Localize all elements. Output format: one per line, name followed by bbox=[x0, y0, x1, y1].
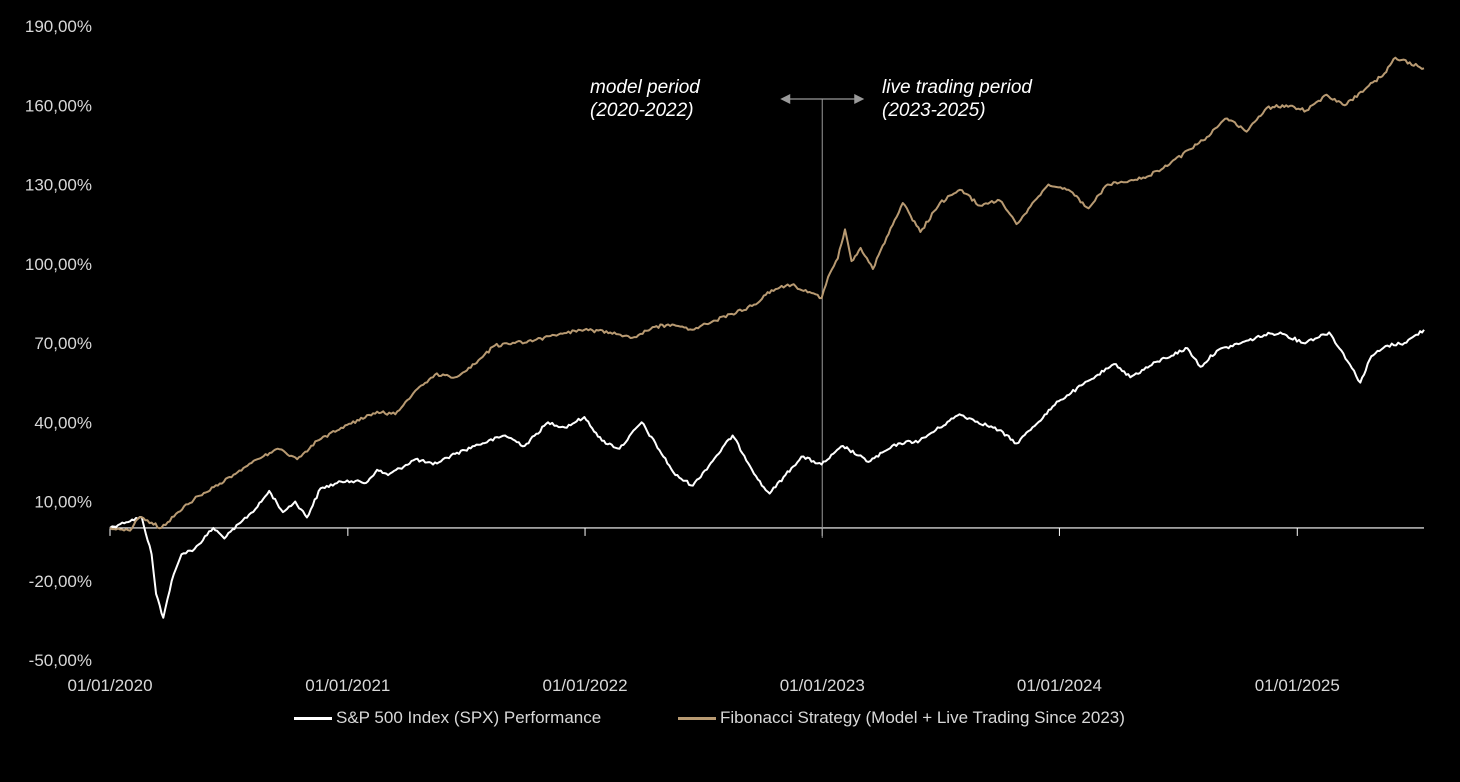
annotation-model-line2: (2020-2022) bbox=[590, 100, 694, 121]
y-tick-label: 40,00% bbox=[34, 413, 92, 432]
y-tick-label: 190,00% bbox=[25, 17, 92, 36]
y-tick-label: 160,00% bbox=[25, 96, 92, 115]
y-axis: -50,00% -20,00% 10,00% 40,00% 70,00% 100,00% 1… bbox=[25, 17, 92, 670]
legend-swatch-fibonacci bbox=[678, 716, 716, 720]
y-tick-label: 130,00% bbox=[25, 176, 92, 195]
legend-item-spx: S&P 500 Index (SPX) Performance bbox=[294, 708, 601, 728]
y-tick-label: 10,00% bbox=[34, 493, 92, 512]
legend-label-spx: S&P 500 Index (SPX) Performance bbox=[336, 708, 602, 727]
annotation-live-line2: (2023-2025) bbox=[882, 100, 986, 121]
x-tick-label: 01/01/2024 bbox=[1017, 676, 1102, 695]
period-annotations: model period (2020-2022) live trading pe… bbox=[590, 77, 1033, 121]
x-tick-label: 01/01/2020 bbox=[67, 676, 152, 695]
divider-arrowhead-left bbox=[780, 94, 791, 104]
period-divider bbox=[780, 94, 865, 538]
series-group bbox=[109, 56, 1425, 619]
spx-series-line bbox=[109, 329, 1425, 619]
y-tick-label: -20,00% bbox=[29, 572, 92, 591]
fibonacci-series-line bbox=[109, 56, 1425, 532]
legend: S&P 500 Index (SPX) Performance Fibonacc… bbox=[0, 708, 1460, 736]
x-tick-label: 01/01/2025 bbox=[1255, 676, 1340, 695]
annotation-model-line1: model period bbox=[590, 77, 701, 98]
x-tick-label: 01/01/2023 bbox=[780, 676, 865, 695]
legend-label-fibonacci: Fibonacci Strategy (Model + Live Trading… bbox=[720, 708, 1125, 727]
legend-item-fibonacci: Fibonacci Strategy (Model + Live Trading… bbox=[678, 708, 1125, 728]
annotation-live-line1: live trading period bbox=[882, 77, 1033, 98]
y-tick-label: -50,00% bbox=[29, 651, 92, 670]
divider-arrowhead-right bbox=[854, 94, 865, 104]
legend-swatch-spx bbox=[294, 716, 332, 720]
performance-chart: -50,00% -20,00% 10,00% 40,00% 70,00% 100,00% 1… bbox=[25, 17, 1425, 695]
y-tick-label: 100,00% bbox=[25, 255, 92, 274]
x-tick-label: 01/01/2021 bbox=[305, 676, 390, 695]
x-tick-label: 01/01/2022 bbox=[542, 676, 627, 695]
y-tick-label: 70,00% bbox=[34, 334, 92, 353]
x-axis: 01/01/2020 01/01/2021 01/01/2022 01/01/2023… bbox=[67, 527, 1424, 695]
